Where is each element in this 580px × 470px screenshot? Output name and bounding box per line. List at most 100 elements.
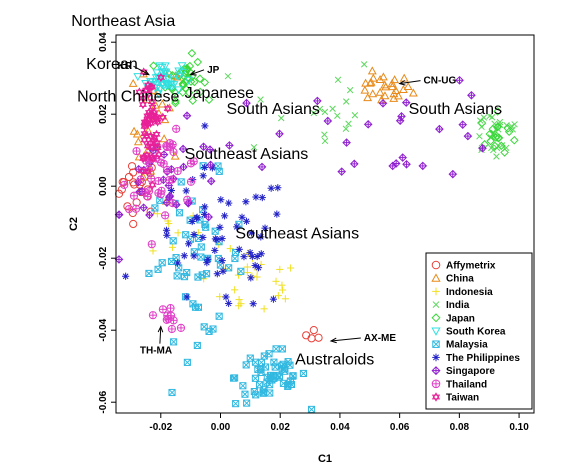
data-point	[257, 96, 264, 103]
data-point	[375, 75, 385, 84]
data-point	[184, 76, 194, 85]
data-point	[195, 74, 205, 84]
data-point	[139, 153, 148, 164]
legend-label: Indonesia	[446, 287, 493, 298]
legend-entry: The Philippines	[432, 353, 520, 364]
data-point	[302, 331, 311, 340]
data-point	[272, 345, 280, 353]
data-point	[146, 118, 155, 128]
data-point	[158, 305, 167, 314]
data-point	[169, 76, 179, 85]
data-point	[139, 93, 148, 103]
data-point	[267, 184, 275, 192]
data-point	[299, 369, 307, 378]
data-point	[493, 122, 502, 132]
data-point	[493, 107, 502, 116]
data-point	[150, 132, 159, 143]
data-point	[147, 97, 156, 107]
data-point	[397, 112, 406, 121]
data-point	[234, 271, 243, 279]
data-point	[183, 268, 191, 277]
data-point	[143, 192, 152, 201]
data-point	[168, 175, 177, 184]
data-point	[367, 66, 377, 75]
data-point	[349, 159, 359, 169]
data-point	[185, 61, 195, 71]
legend-label: The Philippines	[446, 353, 520, 364]
data-point	[278, 345, 286, 353]
data-point	[253, 273, 261, 281]
data-point	[309, 326, 318, 335]
data-point	[378, 72, 388, 81]
data-point	[242, 217, 251, 225]
data-point	[129, 168, 138, 177]
data-point	[368, 89, 378, 98]
data-point	[178, 88, 188, 97]
data-point	[225, 264, 233, 272]
y-tick-label: 0.00	[98, 176, 109, 196]
data-point	[254, 264, 263, 272]
y-tick-label: -0.04	[98, 318, 109, 341]
data-point	[316, 105, 324, 113]
legend-entry: Thailand	[431, 379, 487, 390]
data-point	[287, 380, 296, 389]
data-point	[205, 327, 213, 335]
data-point	[201, 203, 209, 211]
legend-entry: Indonesia	[432, 287, 493, 298]
data-point	[182, 187, 190, 195]
data-point	[260, 305, 268, 313]
data-point	[129, 219, 138, 229]
legend-entry: Malaysia	[432, 340, 488, 351]
data-point	[162, 226, 171, 234]
data-point	[138, 172, 148, 181]
data-point	[213, 235, 221, 244]
data-point	[129, 191, 139, 200]
data-point	[278, 286, 287, 294]
legend-label: Taiwan	[446, 393, 479, 404]
region-label: Australoids	[295, 351, 374, 368]
data-point	[135, 87, 144, 97]
data-point	[176, 323, 186, 333]
data-point	[174, 67, 184, 76]
arrow-head	[329, 337, 337, 344]
region-label: South Asians	[226, 101, 319, 118]
y-axis-label: C2	[68, 217, 80, 231]
data-point	[204, 255, 212, 263]
data-point	[148, 180, 157, 190]
legend-label: China	[446, 274, 474, 285]
data-point	[142, 150, 151, 160]
data-point	[251, 374, 259, 382]
legend-label: Japan	[446, 313, 475, 324]
data-point	[124, 172, 134, 182]
data-point	[273, 210, 281, 218]
data-point	[278, 281, 286, 289]
data-point	[393, 91, 403, 100]
data-point	[361, 78, 371, 87]
data-point	[187, 48, 197, 58]
cluster-tag: KR	[117, 61, 132, 72]
data-point	[155, 62, 165, 71]
data-point	[175, 209, 184, 217]
data-point	[360, 61, 368, 68]
data-point	[120, 180, 129, 190]
data-point	[243, 399, 251, 407]
data-point	[310, 109, 318, 117]
data-point	[114, 210, 124, 220]
data-point	[257, 250, 265, 258]
data-point	[237, 267, 245, 275]
data-point	[307, 334, 316, 343]
data-point	[172, 254, 180, 262]
cluster-tag: TH-MA	[140, 346, 172, 357]
data-point	[199, 142, 208, 152]
data-point	[114, 189, 124, 198]
data-point	[261, 224, 269, 232]
data-point	[211, 246, 219, 255]
data-point	[241, 390, 249, 398]
data-point	[177, 178, 185, 186]
data-point	[448, 169, 458, 179]
series-south-korea	[133, 62, 194, 99]
data-point	[235, 245, 243, 253]
data-point	[329, 105, 336, 112]
legend-label: South Korea	[446, 327, 506, 338]
